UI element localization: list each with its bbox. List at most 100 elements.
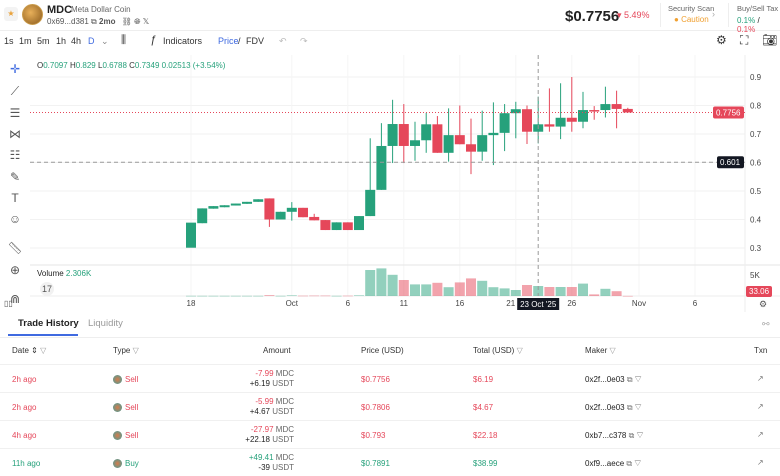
copy-icon[interactable]: ⧉ — [626, 375, 633, 384]
price-toggle[interactable]: Price — [218, 36, 239, 46]
trend-line-icon[interactable]: ⟋ — [10, 84, 20, 98]
table-row[interactable]: 11h ago Buy +49.41 MDC -39 USDT $0.7891 $38.9… — [0, 448, 780, 476]
candle-body — [477, 135, 488, 152]
interval-4h[interactable]: 4h — [71, 36, 82, 46]
ruler-icon[interactable]: 📏︎ — [7, 241, 23, 255]
volume-bar — [611, 291, 622, 296]
indicators-button[interactable]: Indicators — [163, 36, 203, 46]
trade-maker[interactable]: 0x2f...0e03 ⧉ ▽ — [585, 403, 642, 413]
filter-icon[interactable]: ▽ — [132, 346, 139, 355]
fullscreen-icon[interactable]: ⛶ — [740, 33, 749, 47]
interval-1h[interactable]: 1h — [56, 36, 67, 46]
low-value: 0.6788 — [102, 61, 127, 70]
sort-icon[interactable]: ⇕ — [31, 346, 38, 355]
copy-icon[interactable]: ⧉ — [628, 431, 635, 440]
filter-icon[interactable]: ▽ — [634, 459, 642, 468]
last-volume-tag — [746, 286, 772, 297]
divider — [0, 337, 780, 338]
share-icon[interactable]: ⚯ — [762, 319, 770, 329]
settings-icon[interactable]: ⚙ — [716, 33, 727, 47]
fib-icon[interactable]: ☷ — [9, 148, 21, 162]
volume-bar — [354, 295, 364, 296]
text-icon[interactable]: T — [11, 191, 19, 205]
candle-body — [331, 222, 342, 231]
globe-icon[interactable]: 🌐︎ — [134, 17, 141, 26]
amount-token-unit: MDC — [275, 369, 294, 378]
low-label: L — [97, 61, 103, 70]
volume-bar — [443, 287, 454, 296]
crosshair-price-tag — [717, 156, 744, 169]
candle-body — [186, 222, 196, 248]
undo-icon[interactable]: ↶ — [279, 36, 287, 46]
table-row[interactable]: 4h ago Sell -27.97 MDC +22.18 USDT $0.793 $22… — [0, 420, 780, 448]
trade-maker[interactable]: 0xb7...c378 ⧉ ▽ — [585, 431, 643, 441]
maker-address[interactable]: 0x2f...0e03 — [585, 375, 625, 384]
volume-bar — [421, 284, 432, 296]
external-link-icon[interactable]: ↗ — [757, 430, 764, 439]
trade-type-label: Sell — [125, 431, 139, 440]
interval-1s[interactable]: 1s — [4, 36, 14, 46]
security-status[interactable]: ● Caution — [674, 15, 709, 24]
table-row[interactable]: 2h ago Sell -5.99 MDC +4.67 USDT $0.7806 $4.6… — [0, 392, 780, 420]
filter-icon[interactable]: ▽ — [40, 346, 47, 355]
copy-icon[interactable]: ⧉ — [626, 403, 633, 412]
chevron-right-icon[interactable]: › — [712, 9, 715, 19]
external-link-icon[interactable]: ↗ — [757, 458, 764, 467]
candle-body — [286, 207, 297, 212]
table-row[interactable]: 2h ago Sell -7.99 MDC +6.19 USDT $0.7756 $6.1… — [0, 364, 780, 392]
no-link-icon[interactable]: ⛓ — [121, 17, 132, 26]
x-icon[interactable]: 𝕏 — [142, 17, 150, 26]
filter-icon[interactable]: ▽ — [516, 346, 523, 355]
candle-type-icon[interactable]: ⫼ — [121, 34, 127, 46]
security-scan-label[interactable]: Security Scan — [668, 4, 715, 13]
volume-bar — [544, 287, 555, 296]
header-type[interactable]: Type ▽ — [113, 346, 139, 355]
maker-address[interactable]: 0x2f...0e03 — [585, 403, 625, 412]
volume-bar — [197, 295, 208, 297]
emoji-icon[interactable]: ☺ — [8, 212, 22, 226]
header-date[interactable]: Date ⇕ ▽ — [12, 346, 46, 355]
candle-body — [219, 205, 230, 208]
external-link-icon[interactable]: ↗ — [757, 374, 764, 383]
magnet-icon[interactable]: ⋒ — [9, 292, 21, 306]
interval-d[interactable]: D — [88, 36, 95, 46]
parallel-lines-icon[interactable]: ☰ — [9, 106, 21, 120]
chevron-down-icon[interactable]: ⌄ — [101, 36, 109, 46]
trade-type: Buy — [113, 459, 139, 469]
fdv-toggle[interactable]: FDV — [246, 36, 264, 46]
tab-trade-history[interactable]: Trade History — [18, 318, 79, 329]
header-maker[interactable]: Maker ▽ — [585, 346, 616, 355]
external-link-icon[interactable]: ↗ — [757, 402, 764, 411]
amount-quote: +4.67 — [249, 407, 270, 416]
trade-price: $0.7756 — [361, 375, 390, 384]
filter-icon[interactable]: ▽ — [634, 403, 642, 412]
high-label: H — [69, 61, 76, 70]
favorite-star-icon[interactable]: ★ — [4, 7, 18, 21]
filter-icon[interactable]: ▽ — [636, 431, 644, 440]
zoom-in-icon[interactable]: ⊕ — [9, 263, 21, 277]
open-label: O — [37, 61, 44, 70]
fx-icon[interactable]: ƒ — [150, 34, 157, 46]
copy-icon[interactable]: ⧉ — [91, 17, 97, 26]
price-chart[interactable]: 0.9 0.8 0.7 0.6 0.5 0.4 0.3 18 Oct 6 11 16 21 26 Nov 6 5… — [0, 0, 780, 312]
trade-maker[interactable]: 0xf9...aece ⧉ ▽ — [585, 459, 641, 469]
tab-liquidity[interactable]: Liquidity — [88, 318, 123, 329]
interval-1m[interactable]: 1m — [19, 36, 32, 46]
camera-icon[interactable]: 📷︎ — [762, 33, 778, 47]
crosshair-icon[interactable]: ✛ — [9, 62, 21, 76]
header-maker-label: Maker — [585, 346, 608, 355]
maker-address[interactable]: 0xf9...aece — [585, 459, 625, 468]
redo-icon[interactable]: ↷ — [300, 36, 308, 46]
pattern-icon[interactable]: ⋈ — [9, 127, 21, 141]
filter-icon[interactable]: ▽ — [609, 346, 616, 355]
interval-5m[interactable]: 5m — [37, 36, 50, 46]
divider — [660, 3, 661, 27]
filter-icon[interactable]: ▽ — [634, 375, 642, 384]
volume-bar — [320, 295, 331, 297]
volume-bar — [578, 283, 588, 296]
copy-icon[interactable]: ⧉ — [626, 459, 633, 468]
header-total[interactable]: Total (USD) ▽ — [473, 346, 523, 355]
brush-icon[interactable]: ✎ — [9, 170, 21, 184]
maker-address[interactable]: 0xb7...c378 — [585, 431, 627, 440]
trade-maker[interactable]: 0x2f...0e03 ⧉ ▽ — [585, 375, 642, 385]
